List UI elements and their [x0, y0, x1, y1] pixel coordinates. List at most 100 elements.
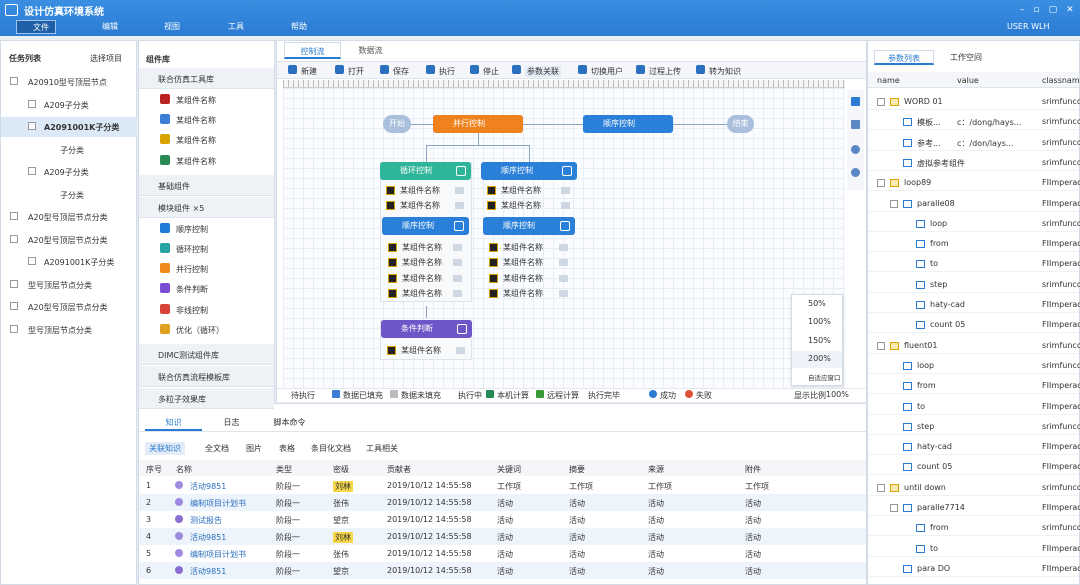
- tree-node[interactable]: A20型号顶层节点分类: [28, 213, 108, 222]
- block-header[interactable]: 顺序控制: [382, 217, 469, 235]
- node-start[interactable]: 开始: [383, 115, 411, 133]
- tree-toggle[interactable]: [890, 504, 898, 512]
- block-item[interactable]: 某组件名称: [503, 273, 543, 283]
- node-sequence[interactable]: 顺序控制: [583, 115, 673, 133]
- param-name[interactable]: loop89: [904, 178, 932, 188]
- tool-button[interactable]: 切换用户: [591, 67, 623, 76]
- tool-button[interactable]: 新建: [301, 67, 317, 76]
- component-item[interactable]: 某组件名称: [176, 136, 216, 146]
- tree-toggle[interactable]: [890, 199, 898, 208]
- flow-tab[interactable]: 控制流: [284, 42, 341, 59]
- param-name[interactable]: 参考...: [917, 138, 941, 148]
- node-parallel[interactable]: 并行控制: [433, 115, 523, 133]
- tree-node[interactable]: A20型号顶层节点分类: [28, 235, 108, 245]
- param-name[interactable]: loop: [930, 218, 948, 228]
- canvas-tool[interactable]: [851, 145, 860, 154]
- group-label[interactable]: 联合仿真流程模板库: [158, 373, 230, 382]
- tree-node[interactable]: A2091001K子分类: [44, 258, 115, 267]
- param-name[interactable]: to: [930, 259, 939, 269]
- tree-node[interactable]: 型号顶层节点分类: [28, 280, 92, 290]
- params-tab[interactable]: 工作空间: [950, 53, 982, 62]
- zoom-option[interactable]: 100%: [808, 317, 831, 327]
- canvas-tool[interactable]: [851, 97, 860, 106]
- tree-toggle[interactable]: [10, 302, 18, 310]
- tree-toggle[interactable]: [28, 99, 36, 108]
- tool-button[interactable]: 停止: [483, 67, 499, 76]
- param-name[interactable]: paralle7714: [917, 503, 965, 512]
- block-header[interactable]: 条件判断: [381, 320, 472, 338]
- tree-toggle[interactable]: [28, 257, 36, 265]
- param-name[interactable]: from: [917, 381, 936, 391]
- menu-item[interactable]: 工具: [228, 22, 244, 31]
- component-item[interactable]: 循环控制: [176, 245, 208, 254]
- block-item[interactable]: 某组件名称: [400, 201, 440, 211]
- tree-toggle[interactable]: [10, 212, 18, 220]
- tree-node[interactable]: A209子分类: [44, 168, 89, 177]
- tree-node[interactable]: A20910型号顶层节点: [28, 78, 107, 87]
- tree-toggle[interactable]: [28, 167, 36, 175]
- group-label[interactable]: 模块组件 ×5: [158, 203, 205, 213]
- canvas-tool[interactable]: [851, 168, 860, 177]
- block-header[interactable]: 循环控制: [380, 162, 471, 180]
- component-item[interactable]: 优化（循环）: [176, 325, 224, 335]
- param-name[interactable]: para DO: [917, 563, 951, 573]
- component-item[interactable]: 条件判断: [176, 285, 208, 295]
- group-label[interactable]: 联合仿真工具库: [158, 75, 214, 84]
- component-item[interactable]: 某组件名称: [176, 96, 216, 105]
- param-name[interactable]: paralle08: [917, 198, 955, 208]
- zoom-option[interactable]: 自适应窗口: [808, 374, 841, 383]
- block-item[interactable]: 某组件名称: [501, 186, 541, 195]
- menu-item[interactable]: 文件: [16, 20, 56, 34]
- tree-toggle[interactable]: [28, 122, 36, 130]
- table-cell[interactable]: 编制项目计划书: [190, 499, 246, 508]
- component-item[interactable]: 非线控制: [176, 305, 208, 315]
- menu-item[interactable]: 帮助: [291, 22, 307, 31]
- param-name[interactable]: fluent01: [904, 340, 938, 350]
- block-item[interactable]: 某组件名称: [401, 346, 441, 355]
- block-item[interactable]: 某组件名称: [503, 258, 543, 268]
- param-name[interactable]: count 05: [930, 320, 966, 330]
- param-name[interactable]: haty-cad: [917, 442, 952, 452]
- tree-toggle[interactable]: [10, 324, 18, 333]
- table-cell[interactable]: 编制项目计划书: [190, 550, 246, 559]
- tree-toggle[interactable]: [877, 179, 885, 188]
- params-tab[interactable]: 参数列表: [874, 50, 934, 65]
- knowledge-tab[interactable]: 脚本命令: [273, 418, 306, 427]
- node-end[interactable]: 结束: [727, 115, 754, 133]
- block-item[interactable]: 某组件名称: [503, 243, 543, 252]
- tool-button[interactable]: 参数关联: [525, 66, 561, 77]
- menu-item[interactable]: 视图: [164, 22, 180, 31]
- sub-tab[interactable]: 工具相关: [366, 444, 398, 453]
- tool-button[interactable]: 打开: [348, 67, 364, 76]
- block-item[interactable]: 某组件名称: [402, 243, 442, 252]
- zoom-option[interactable]: 200%: [808, 353, 831, 363]
- block-header[interactable]: 顺序控制: [481, 162, 577, 180]
- param-name[interactable]: WORD 01: [904, 97, 943, 106]
- tree-node[interactable]: A20型号顶层节点分类: [28, 303, 108, 312]
- tree-node[interactable]: 子分类: [60, 190, 84, 200]
- table-cell[interactable]: 活动9851: [190, 482, 227, 491]
- tool-button[interactable]: 保存: [393, 67, 409, 76]
- param-name[interactable]: until down: [904, 482, 946, 492]
- tree-toggle[interactable]: [10, 77, 18, 85]
- canvas-tool[interactable]: [851, 120, 860, 129]
- group-label[interactable]: 基础组件: [158, 181, 190, 191]
- table-cell[interactable]: 活动9851: [190, 533, 227, 542]
- param-name[interactable]: to: [917, 401, 926, 411]
- tree-node[interactable]: A209子分类: [44, 100, 89, 110]
- zoom-option[interactable]: 150%: [808, 335, 831, 345]
- group-label[interactable]: DIMC测试组件库: [158, 351, 220, 360]
- sub-tab[interactable]: 全文档: [205, 444, 229, 453]
- table-cell[interactable]: 活动9851: [190, 567, 227, 576]
- knowledge-tab[interactable]: 知识: [145, 414, 202, 431]
- param-name[interactable]: step: [917, 421, 935, 431]
- menu-item[interactable]: 编辑: [102, 22, 118, 31]
- param-name[interactable]: 模板...: [917, 118, 941, 128]
- component-item[interactable]: 顺序控制: [176, 224, 208, 234]
- tree-toggle[interactable]: [877, 98, 885, 106]
- tree-toggle[interactable]: [877, 341, 885, 350]
- component-item[interactable]: 某组件名称: [176, 116, 216, 126]
- param-name[interactable]: 虚拟参考组件: [917, 158, 965, 168]
- component-item[interactable]: 某组件名称: [176, 156, 216, 166]
- block-item[interactable]: 某组件名称: [503, 288, 543, 298]
